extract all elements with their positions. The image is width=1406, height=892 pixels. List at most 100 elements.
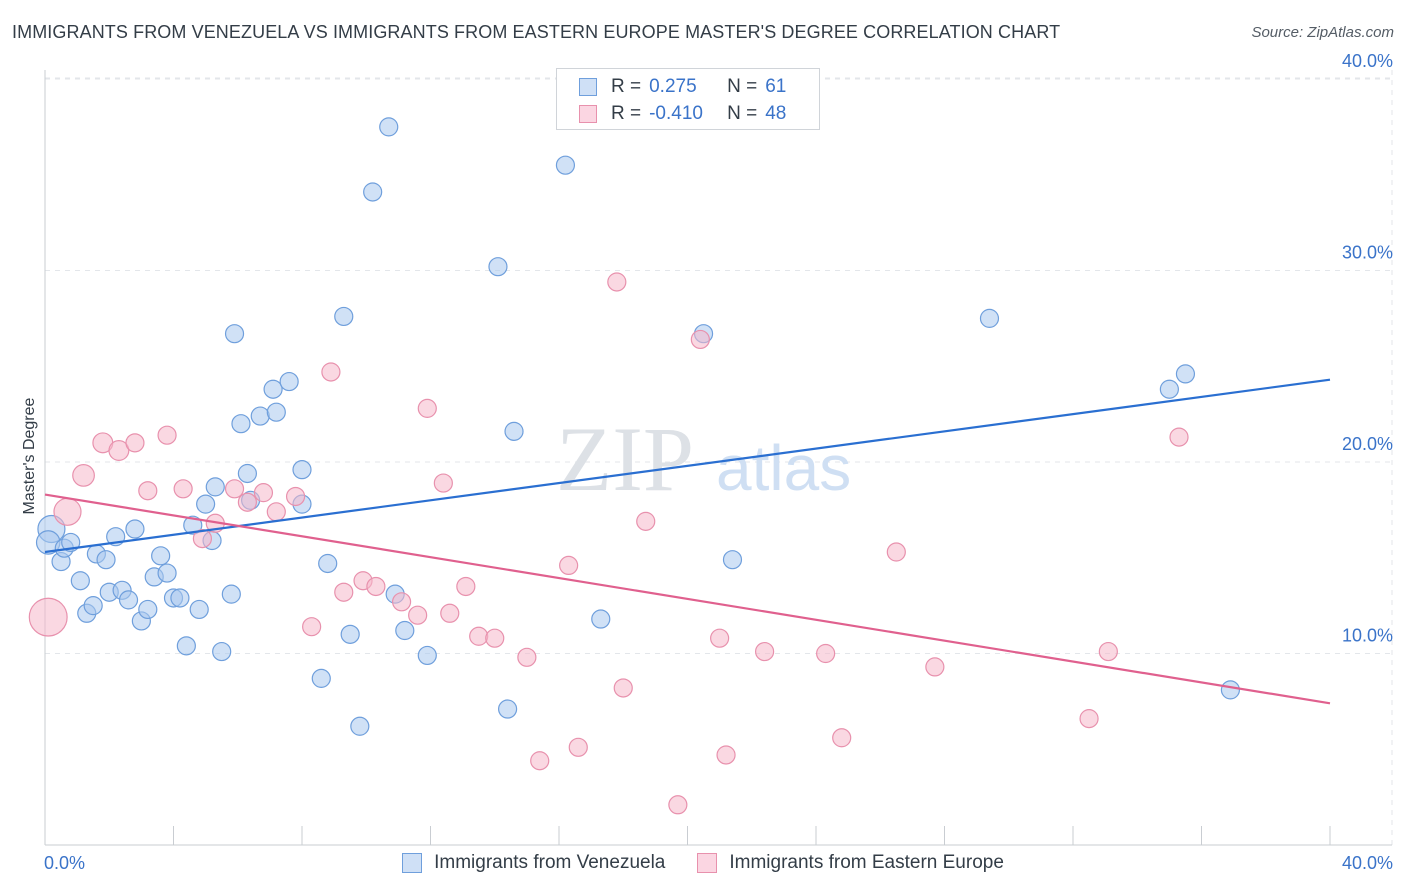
point-eastern-europe [72,464,95,487]
point-eastern-europe [925,657,945,677]
point-venezuela [237,463,257,484]
point-eastern-europe [108,440,130,462]
y-tick-label: 40.0% [1342,51,1393,71]
trendline-venezuela [44,378,1331,554]
series-legend: Immigrants from Venezuela Immigrants fro… [0,852,1406,874]
point-eastern-europe [285,486,306,507]
watermark-zip: ZIP [556,408,694,510]
point-venezuela [279,371,299,392]
point-venezuela [138,599,158,620]
point-eastern-europe [1169,427,1189,447]
legend-n-label: N = [727,103,758,124]
series-label-eastern-europe: Immigrants from Eastern Europe [729,852,1004,873]
point-venezuela [318,553,338,574]
point-eastern-europe [568,737,588,757]
point-eastern-europe [28,597,68,637]
point-venezuela [263,379,283,399]
point-eastern-europe [485,628,505,648]
y-tick-label: 20.0% [1342,434,1393,454]
point-venezuela [96,550,116,570]
point-eastern-europe [636,511,656,531]
point-venezuela [379,117,399,137]
point-venezuela [488,257,508,277]
point-venezuela [722,550,743,570]
point-eastern-europe [690,329,710,350]
series-label-venezuela: Immigrants from Venezuela [434,852,666,873]
point-eastern-europe [710,628,730,648]
y-tick-label: 10.0% [1342,626,1393,646]
point-venezuela [350,716,370,736]
point-eastern-europe [334,582,354,602]
point-eastern-europe [237,492,257,512]
point-eastern-europe [157,425,177,445]
point-venezuela [266,402,286,422]
legend-swatch-pink [579,105,597,123]
point-eastern-europe [886,542,906,562]
x-tick-label-min: 0.0% [44,853,85,873]
legend-r-label: R = [611,76,642,97]
point-eastern-europe [668,795,688,815]
point-venezuela [231,414,251,434]
point-venezuela [340,624,360,644]
watermark-atlas: atlas [716,432,851,504]
point-venezuela [555,155,576,175]
point-eastern-europe [417,398,437,418]
point-eastern-europe [607,272,627,292]
point-venezuela [979,308,1000,328]
point-venezuela [395,620,415,641]
source-credit: Source: ZipAtlas.com [1251,24,1394,41]
y-axis-label: Master's Degree [21,397,38,514]
point-eastern-europe [173,479,193,499]
point-venezuela [196,494,216,514]
legend-r-value: 0.275 [649,76,697,97]
point-eastern-europe [224,479,245,499]
point-venezuela [205,477,225,497]
point-venezuela [221,584,241,604]
legend-r-value: -0.410 [649,103,703,124]
point-venezuela [151,546,171,566]
chart-title: IMMIGRANTS FROM VENEZUELA VS IMMIGRANTS … [12,22,1061,42]
point-venezuela [157,563,177,583]
x-tick-label-max: 40.0% [1342,853,1393,873]
point-venezuela [1220,680,1241,700]
point-eastern-europe [816,643,836,664]
point-eastern-europe [754,641,775,662]
point-venezuela [224,324,245,344]
point-eastern-europe [456,576,476,597]
point-venezuela [118,590,139,610]
point-eastern-europe [1098,641,1118,662]
point-venezuela [591,609,611,629]
series-swatch-blue [402,853,423,873]
point-venezuela [176,636,196,656]
point-eastern-europe [366,576,386,597]
point-eastern-europe [192,528,213,549]
legend-r-label: R = [611,103,642,124]
point-venezuela [125,519,145,539]
points-layer [28,117,1241,815]
point-eastern-europe [408,605,428,625]
point-eastern-europe [138,481,158,501]
watermark: ZIP atlas [556,408,851,510]
point-eastern-europe [125,433,145,453]
point-eastern-europe [613,678,633,698]
y-tick-label: 30.0% [1342,243,1393,263]
point-venezuela [70,571,90,591]
point-eastern-europe [469,626,489,646]
legend-n-value: 61 [765,76,787,97]
point-eastern-europe [433,473,453,493]
series-legend-venezuela: Immigrants from Venezuela [402,852,665,874]
legend-row-venezuela: R = 0.275 N = 61 [579,75,786,99]
point-eastern-europe [53,497,82,526]
point-eastern-europe [517,647,537,667]
point-eastern-europe [266,502,286,522]
point-venezuela [498,699,518,719]
point-eastern-europe [302,617,322,637]
point-venezuela [334,306,354,327]
trendline-eastern-europe [44,493,1331,705]
point-venezuela [250,406,270,426]
legend-n-label: N = [727,76,758,97]
legend-swatch-blue [579,78,597,96]
point-eastern-europe [832,728,852,748]
point-venezuela [1159,379,1179,399]
